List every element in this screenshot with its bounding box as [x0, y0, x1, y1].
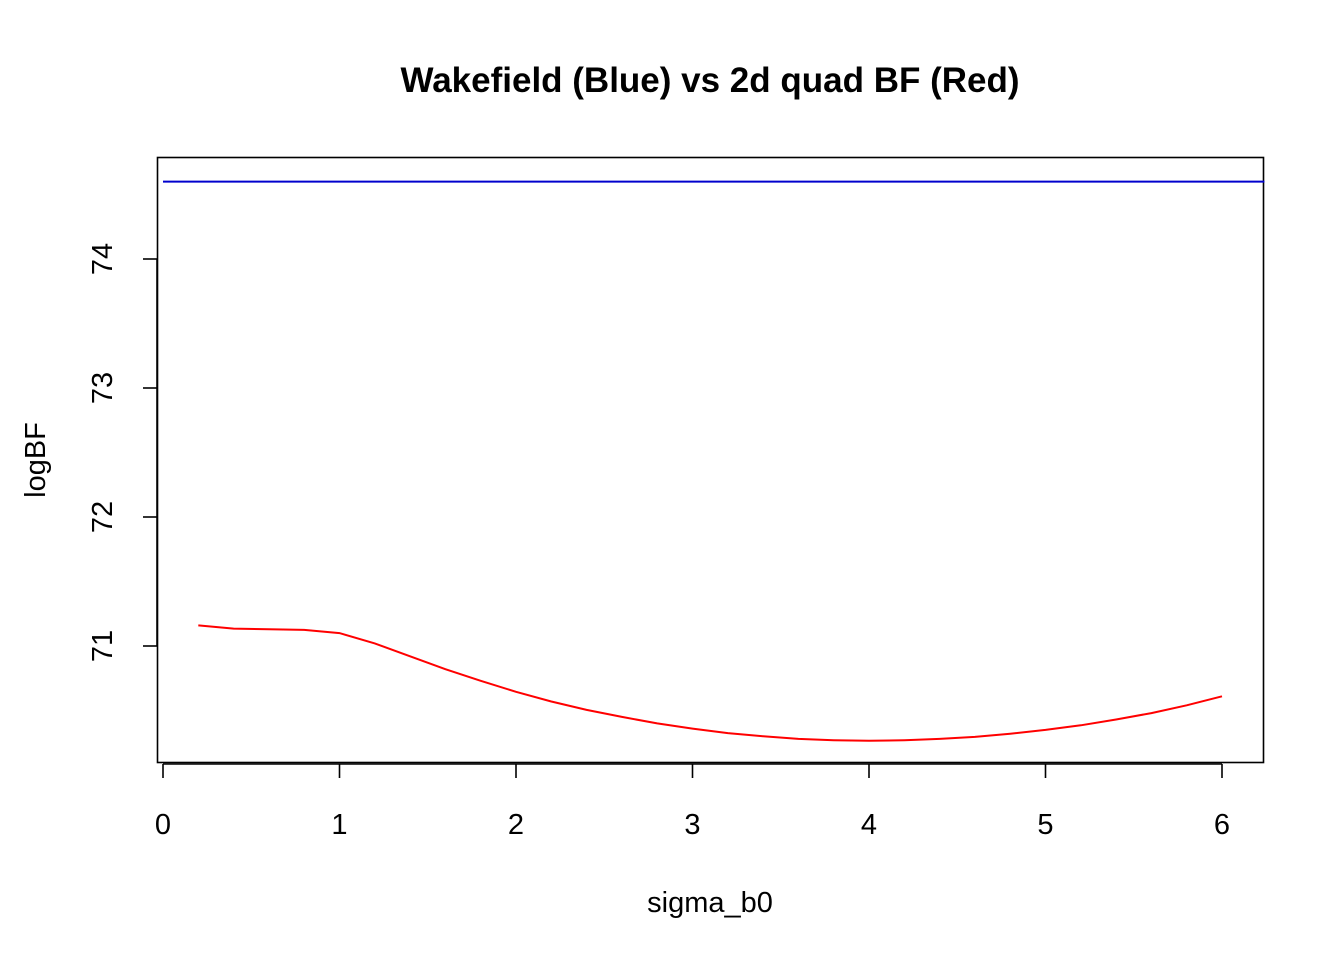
series-layer — [163, 180, 1265, 742]
x-tick-label: 2 — [508, 809, 524, 841]
y-tick-label: 72 — [87, 501, 119, 533]
x-tick-label: 3 — [684, 809, 700, 841]
y-tick-label: 74 — [87, 243, 119, 275]
plot-frame — [156, 156, 1265, 764]
x-axis-label: sigma_b0 — [647, 887, 773, 919]
x-axis: 0 1 2 3 4 5 6 — [155, 763, 1230, 841]
x-tick-label: 1 — [331, 809, 347, 841]
y-axis: 71 72 73 74 — [87, 243, 158, 662]
x-tick-label: 5 — [1037, 809, 1053, 841]
quad-bf-red-line — [198, 624, 1223, 742]
x-tick-label: 4 — [861, 809, 877, 841]
x-tick-label: 6 — [1214, 809, 1230, 841]
y-tick-label: 71 — [87, 630, 119, 662]
x-tick-label: 0 — [155, 809, 171, 841]
y-axis-label: logBF — [20, 422, 52, 498]
chart-title: Wakefield (Blue) vs 2d quad BF (Red) — [400, 61, 1019, 100]
y-tick-label: 73 — [87, 372, 119, 404]
